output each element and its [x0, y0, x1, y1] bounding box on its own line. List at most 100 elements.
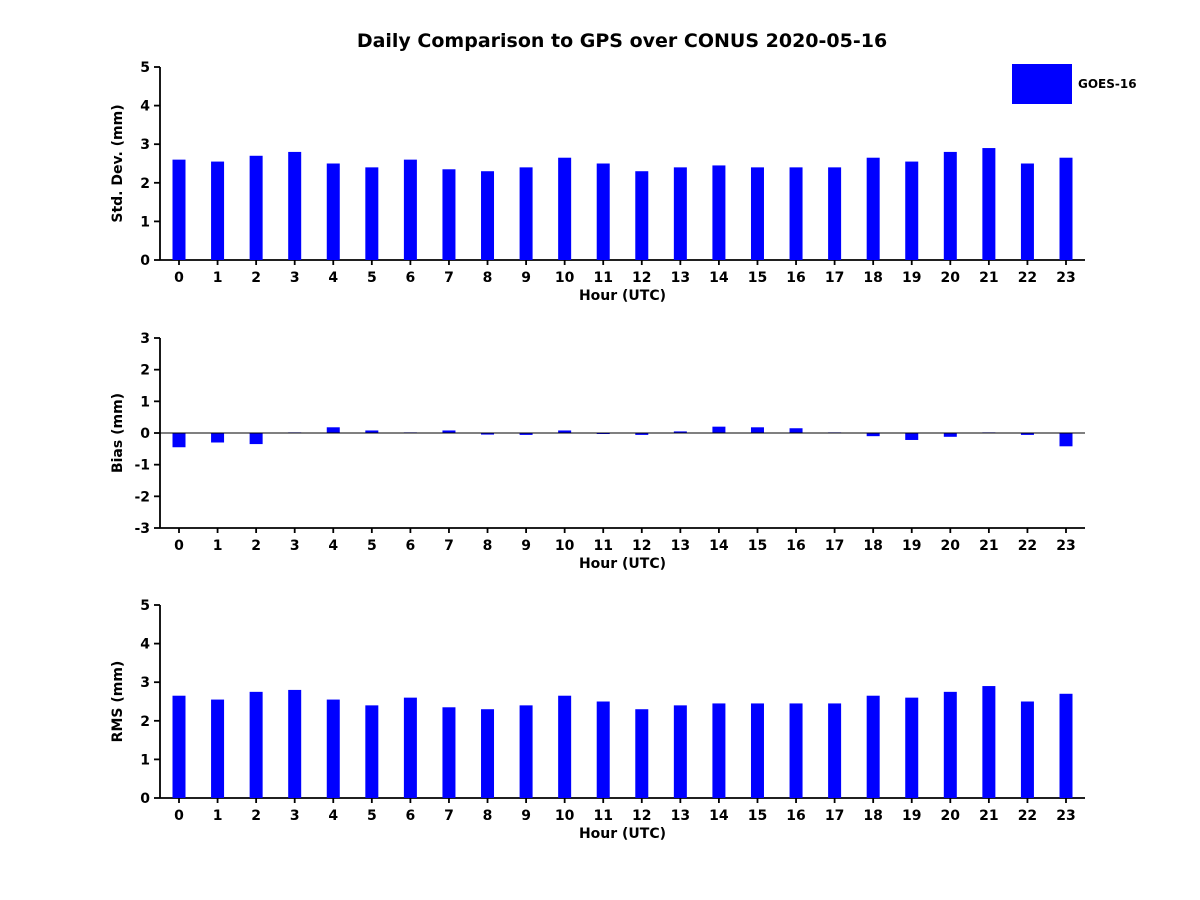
x-tick-label: 6 [406, 270, 416, 286]
bar [365, 430, 379, 433]
x-tick-label: 14 [709, 538, 729, 554]
x-tick-label: 8 [483, 538, 493, 554]
bar [789, 428, 803, 433]
x-tick-label: 15 [748, 808, 767, 824]
bar [673, 431, 687, 433]
bar [905, 161, 919, 260]
bar [1059, 433, 1073, 447]
y-axis-label: RMS (mm) [110, 661, 126, 743]
x-tick-label: 4 [328, 808, 338, 824]
x-tick-label: 20 [941, 538, 961, 554]
bar [982, 686, 996, 798]
y-tick-label: 0 [140, 791, 150, 807]
x-tick-label: 11 [593, 808, 612, 824]
bar [326, 699, 340, 798]
x-tick-label: 11 [593, 270, 612, 286]
bar [596, 701, 610, 798]
y-tick-label: 1 [140, 752, 150, 768]
bar [249, 155, 263, 260]
x-tick-label: 1 [213, 538, 223, 554]
bar [905, 433, 919, 440]
y-tick-label: 4 [140, 637, 150, 653]
bar [288, 151, 302, 260]
bar [249, 433, 263, 445]
bar [866, 157, 880, 260]
bar [558, 695, 572, 798]
x-tick-label: 2 [251, 808, 261, 824]
bar [519, 167, 533, 260]
x-tick-label: 18 [863, 270, 882, 286]
bar [750, 427, 764, 433]
x-tick-label: 19 [902, 808, 921, 824]
x-tick-label: 18 [863, 808, 882, 824]
bar [519, 705, 533, 798]
bar [172, 433, 186, 448]
x-tick-label: 23 [1056, 270, 1075, 286]
x-tick-label: 7 [444, 808, 454, 824]
x-tick-label: 18 [863, 538, 882, 554]
bar [481, 171, 495, 260]
x-axis-label: Hour (UTC) [579, 288, 666, 304]
x-tick-label: 13 [671, 270, 690, 286]
y-tick-label: 3 [140, 675, 150, 691]
bar [365, 705, 379, 798]
bar [750, 703, 764, 798]
x-axis-label: Hour (UTC) [579, 556, 666, 572]
y-tick-label: 4 [140, 99, 150, 115]
bar [673, 167, 687, 260]
bar [172, 695, 186, 798]
bar [172, 159, 186, 260]
x-axis-label: Hour (UTC) [579, 826, 666, 842]
x-tick-label: 15 [748, 538, 767, 554]
x-tick-label: 10 [555, 538, 575, 554]
x-tick-label: 22 [1018, 538, 1037, 554]
bar [789, 167, 803, 260]
x-tick-label: 7 [444, 270, 454, 286]
x-tick-label: 3 [290, 808, 300, 824]
x-tick-label: 11 [593, 538, 612, 554]
bar [712, 165, 726, 260]
x-tick-label: 14 [709, 270, 729, 286]
x-tick-label: 0 [174, 538, 184, 554]
y-tick-label: 2 [140, 176, 150, 192]
x-tick-label: 5 [367, 270, 377, 286]
y-axis-label: Bias (mm) [110, 393, 126, 473]
bar [982, 148, 996, 260]
x-tick-label: 17 [825, 270, 844, 286]
y-tick-label: 5 [140, 60, 150, 76]
x-tick-label: 9 [521, 538, 531, 554]
x-tick-label: 1 [213, 808, 223, 824]
x-tick-label: 16 [786, 270, 805, 286]
bar [558, 157, 572, 260]
x-tick-label: 22 [1018, 808, 1037, 824]
x-tick-label: 14 [709, 808, 729, 824]
bar [403, 159, 417, 260]
x-tick-label: 2 [251, 270, 261, 286]
x-tick-label: 0 [174, 808, 184, 824]
x-tick-label: 23 [1056, 808, 1075, 824]
bar [673, 705, 687, 798]
x-tick-label: 6 [406, 808, 416, 824]
x-tick-label: 17 [825, 538, 844, 554]
x-tick-label: 21 [979, 538, 998, 554]
bar [365, 167, 379, 260]
bar [750, 167, 764, 260]
bar [442, 169, 456, 260]
y-tick-label: -3 [134, 521, 150, 537]
bar [1020, 433, 1034, 435]
y-tick-label: 5 [140, 598, 150, 614]
y-tick-label: 0 [140, 426, 150, 442]
x-tick-label: 9 [521, 270, 531, 286]
x-tick-label: 10 [555, 808, 575, 824]
bar [943, 151, 957, 260]
y-tick-label: 2 [140, 363, 150, 379]
bar [288, 689, 302, 798]
x-tick-label: 22 [1018, 270, 1037, 286]
bar [635, 171, 649, 260]
bar [326, 163, 340, 260]
x-tick-label: 12 [632, 270, 651, 286]
bar [712, 426, 726, 433]
chart-title: Daily Comparison to GPS over CONUS 2020-… [356, 30, 888, 52]
bar [1020, 701, 1034, 798]
